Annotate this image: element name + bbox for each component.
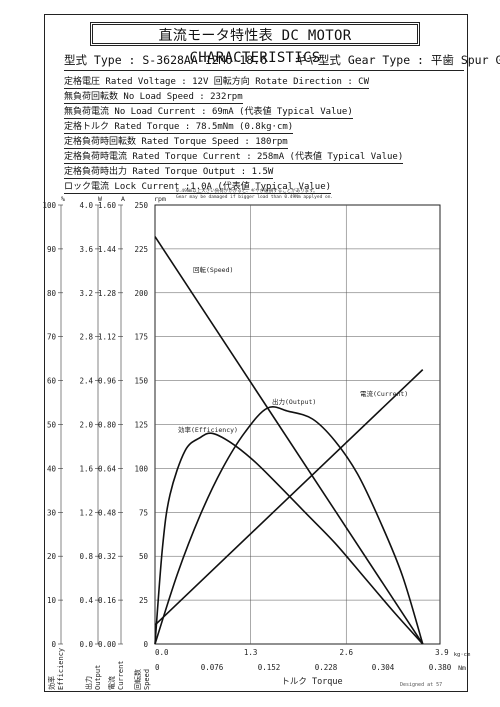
- output-tick-label: 0.8: [79, 552, 93, 561]
- output-tick-label: 4.0: [79, 201, 93, 210]
- spec-no-load-current: 無負荷電流 No Load Current : 69mA (代表値 Typica…: [64, 104, 353, 119]
- efficiency-tick-label: 20: [47, 552, 57, 561]
- series-efficiency-label: 効率(Efficiency): [178, 425, 238, 434]
- spec-rated-torque-output: 定格負荷時出力 Rated Torque Output : 1.5W: [64, 164, 274, 179]
- current-axis-label: 電流: [107, 676, 116, 690]
- output-tick-label: 3.2: [79, 289, 93, 298]
- current-tick-label: 0.80: [98, 421, 117, 430]
- speed-tick-label: 250: [134, 201, 148, 210]
- spec-lock-current: ロック電流 Lock Current :1.0A (代表値 Typical Va…: [64, 179, 332, 194]
- efficiency-tick-label: 40: [47, 464, 57, 473]
- output-tick-label: 2.8: [79, 333, 93, 342]
- current-tick-label: 1.60: [98, 201, 117, 210]
- speed-unit-label: rpm: [154, 195, 166, 203]
- efficiency-unit-label: %: [61, 195, 65, 203]
- sheet-frame: [44, 14, 468, 692]
- series-speed-line: [154, 236, 424, 645]
- speed-tick-label: 125: [134, 421, 148, 430]
- x-nm-unit: Nm: [458, 664, 466, 672]
- efficiency-tick-label: 60: [47, 377, 57, 386]
- gear-type: ギヤ型式 Gear Type : 平歯 Spur Gear: [294, 53, 500, 67]
- series-speed-label: 回転(Speed): [193, 266, 233, 274]
- speed-tick-label: 50: [139, 552, 149, 561]
- speed-tick-label: 25: [139, 596, 148, 605]
- output-tick-label: 2.0: [79, 421, 93, 430]
- current-tick-label: 0.00: [98, 640, 117, 649]
- x-kgcm-tick-label: 0.0: [155, 648, 169, 657]
- efficiency-tick-label: 80: [47, 289, 57, 298]
- speed-tick-label: 225: [134, 245, 148, 254]
- current-unit-label: A: [121, 195, 125, 203]
- output-unit-label: W: [98, 195, 102, 203]
- efficiency-tick-label: 10: [47, 596, 57, 605]
- spec-rated-voltage: 定格電圧 Rated Voltage : 12V 回転方向 Rotate Dir…: [64, 74, 369, 89]
- efficiency-axis-label: Efficiency: [57, 648, 65, 690]
- x-nm-tick-label: 0.152: [258, 663, 281, 672]
- speed-axis-label: Speed: [143, 669, 151, 690]
- chart-labels: 回転(Speed) 電流(Current) 出力(Output) 効率(Efficie…: [178, 266, 408, 434]
- current-tick-label: 0.32: [98, 552, 116, 561]
- series-output-line: [154, 406, 424, 645]
- series-efficiency-line: [154, 432, 424, 645]
- x-nm-tick-label: 0: [155, 663, 160, 672]
- current-axis-label: Current: [117, 660, 125, 690]
- efficiency-tick-label: 100: [42, 201, 56, 210]
- designer-credit: Designed at 57: [400, 682, 443, 688]
- series-current-label: 電流(Current): [360, 389, 408, 398]
- current-tick-label: 1.28: [98, 289, 117, 298]
- speed-tick-label: 100: [134, 464, 148, 473]
- x-axis-title: トルク Torque: [281, 677, 342, 687]
- x-kgcm-unit: kg·cm: [454, 652, 471, 658]
- speed-tick-label: 200: [134, 289, 148, 298]
- x-kgcm-tick-label: 1.3: [244, 648, 258, 657]
- speed-tick-label: 150: [134, 377, 148, 386]
- spec-rated-torque-current: 定格負荷時電流 Rated Torque Current : 258mA (代表…: [64, 149, 404, 164]
- output-axis-label: 出力: [84, 676, 93, 690]
- speed-axis-label: 回転数: [133, 669, 142, 690]
- efficiency-tick-label: 30: [47, 508, 57, 517]
- output-tick-label: 2.4: [79, 377, 93, 386]
- speed-tick-label: 175: [134, 333, 148, 342]
- current-tick-label: 0.16: [98, 596, 117, 605]
- page-title: 直流モータ特性表 DC MOTOR CHARACTERISTICS: [90, 22, 420, 66]
- output-axis-label: Output: [94, 665, 102, 690]
- efficiency-axis-label: 効率: [47, 676, 56, 690]
- spec-rated-torque-speed: 定格負荷時回転数 Rated Torque Speed : 180rpm: [64, 134, 288, 149]
- output-tick-label: 0.0: [79, 640, 93, 649]
- x-nm-tick-label: 0.304: [372, 663, 395, 672]
- output-tick-label: 1.2: [79, 508, 93, 517]
- x-nm-tick-label: 0.380: [429, 663, 452, 672]
- warning-jp: 0.49Nm以上大きい負荷がかかると、ギヤが破損することがあります。: [176, 189, 318, 194]
- current-tick-label: 0.64: [98, 464, 117, 473]
- output-tick-label: 3.6: [79, 245, 93, 254]
- spec-no-load-speed: 無負荷回転数 No Load Speed : 232rpm: [64, 89, 243, 104]
- x-nm-tick-label: 0.076: [201, 663, 224, 672]
- speed-tick-label: 75: [139, 508, 148, 517]
- current-tick-label: 0.96: [98, 377, 117, 386]
- output-tick-label: 1.6: [79, 464, 93, 473]
- efficiency-tick-label: 70: [47, 333, 57, 342]
- chart-curves: [154, 236, 424, 645]
- series-current-line: [154, 369, 424, 626]
- series-output-label: 出力(Output): [272, 397, 316, 406]
- efficiency-tick-label: 50: [47, 421, 57, 430]
- x-kgcm-tick-label: 3.9: [435, 648, 449, 657]
- model-type: 型式 Type : S-3628AA-12MO-18.6: [64, 53, 268, 67]
- warning-en: Gear may be damaged if bigger load than …: [176, 195, 334, 200]
- model-line: 型式 Type : S-3628AA-12MO-18.6 ギヤ型式 Gear T…: [64, 52, 500, 71]
- current-tick-label: 1.44: [98, 245, 117, 254]
- x-nm-tick-label: 0.228: [315, 663, 338, 672]
- output-tick-label: 0.4: [79, 596, 93, 605]
- spec-rated-torque: 定格トルク Rated Torque : 78.5mNm (0.8kg·cm): [64, 119, 294, 134]
- current-tick-label: 0.48: [98, 508, 117, 517]
- current-tick-label: 1.12: [98, 333, 116, 342]
- efficiency-tick-label: 0: [51, 640, 56, 649]
- efficiency-tick-label: 90: [47, 245, 57, 254]
- speed-tick-label: 0: [143, 640, 148, 649]
- x-kgcm-tick-label: 2.6: [339, 648, 353, 657]
